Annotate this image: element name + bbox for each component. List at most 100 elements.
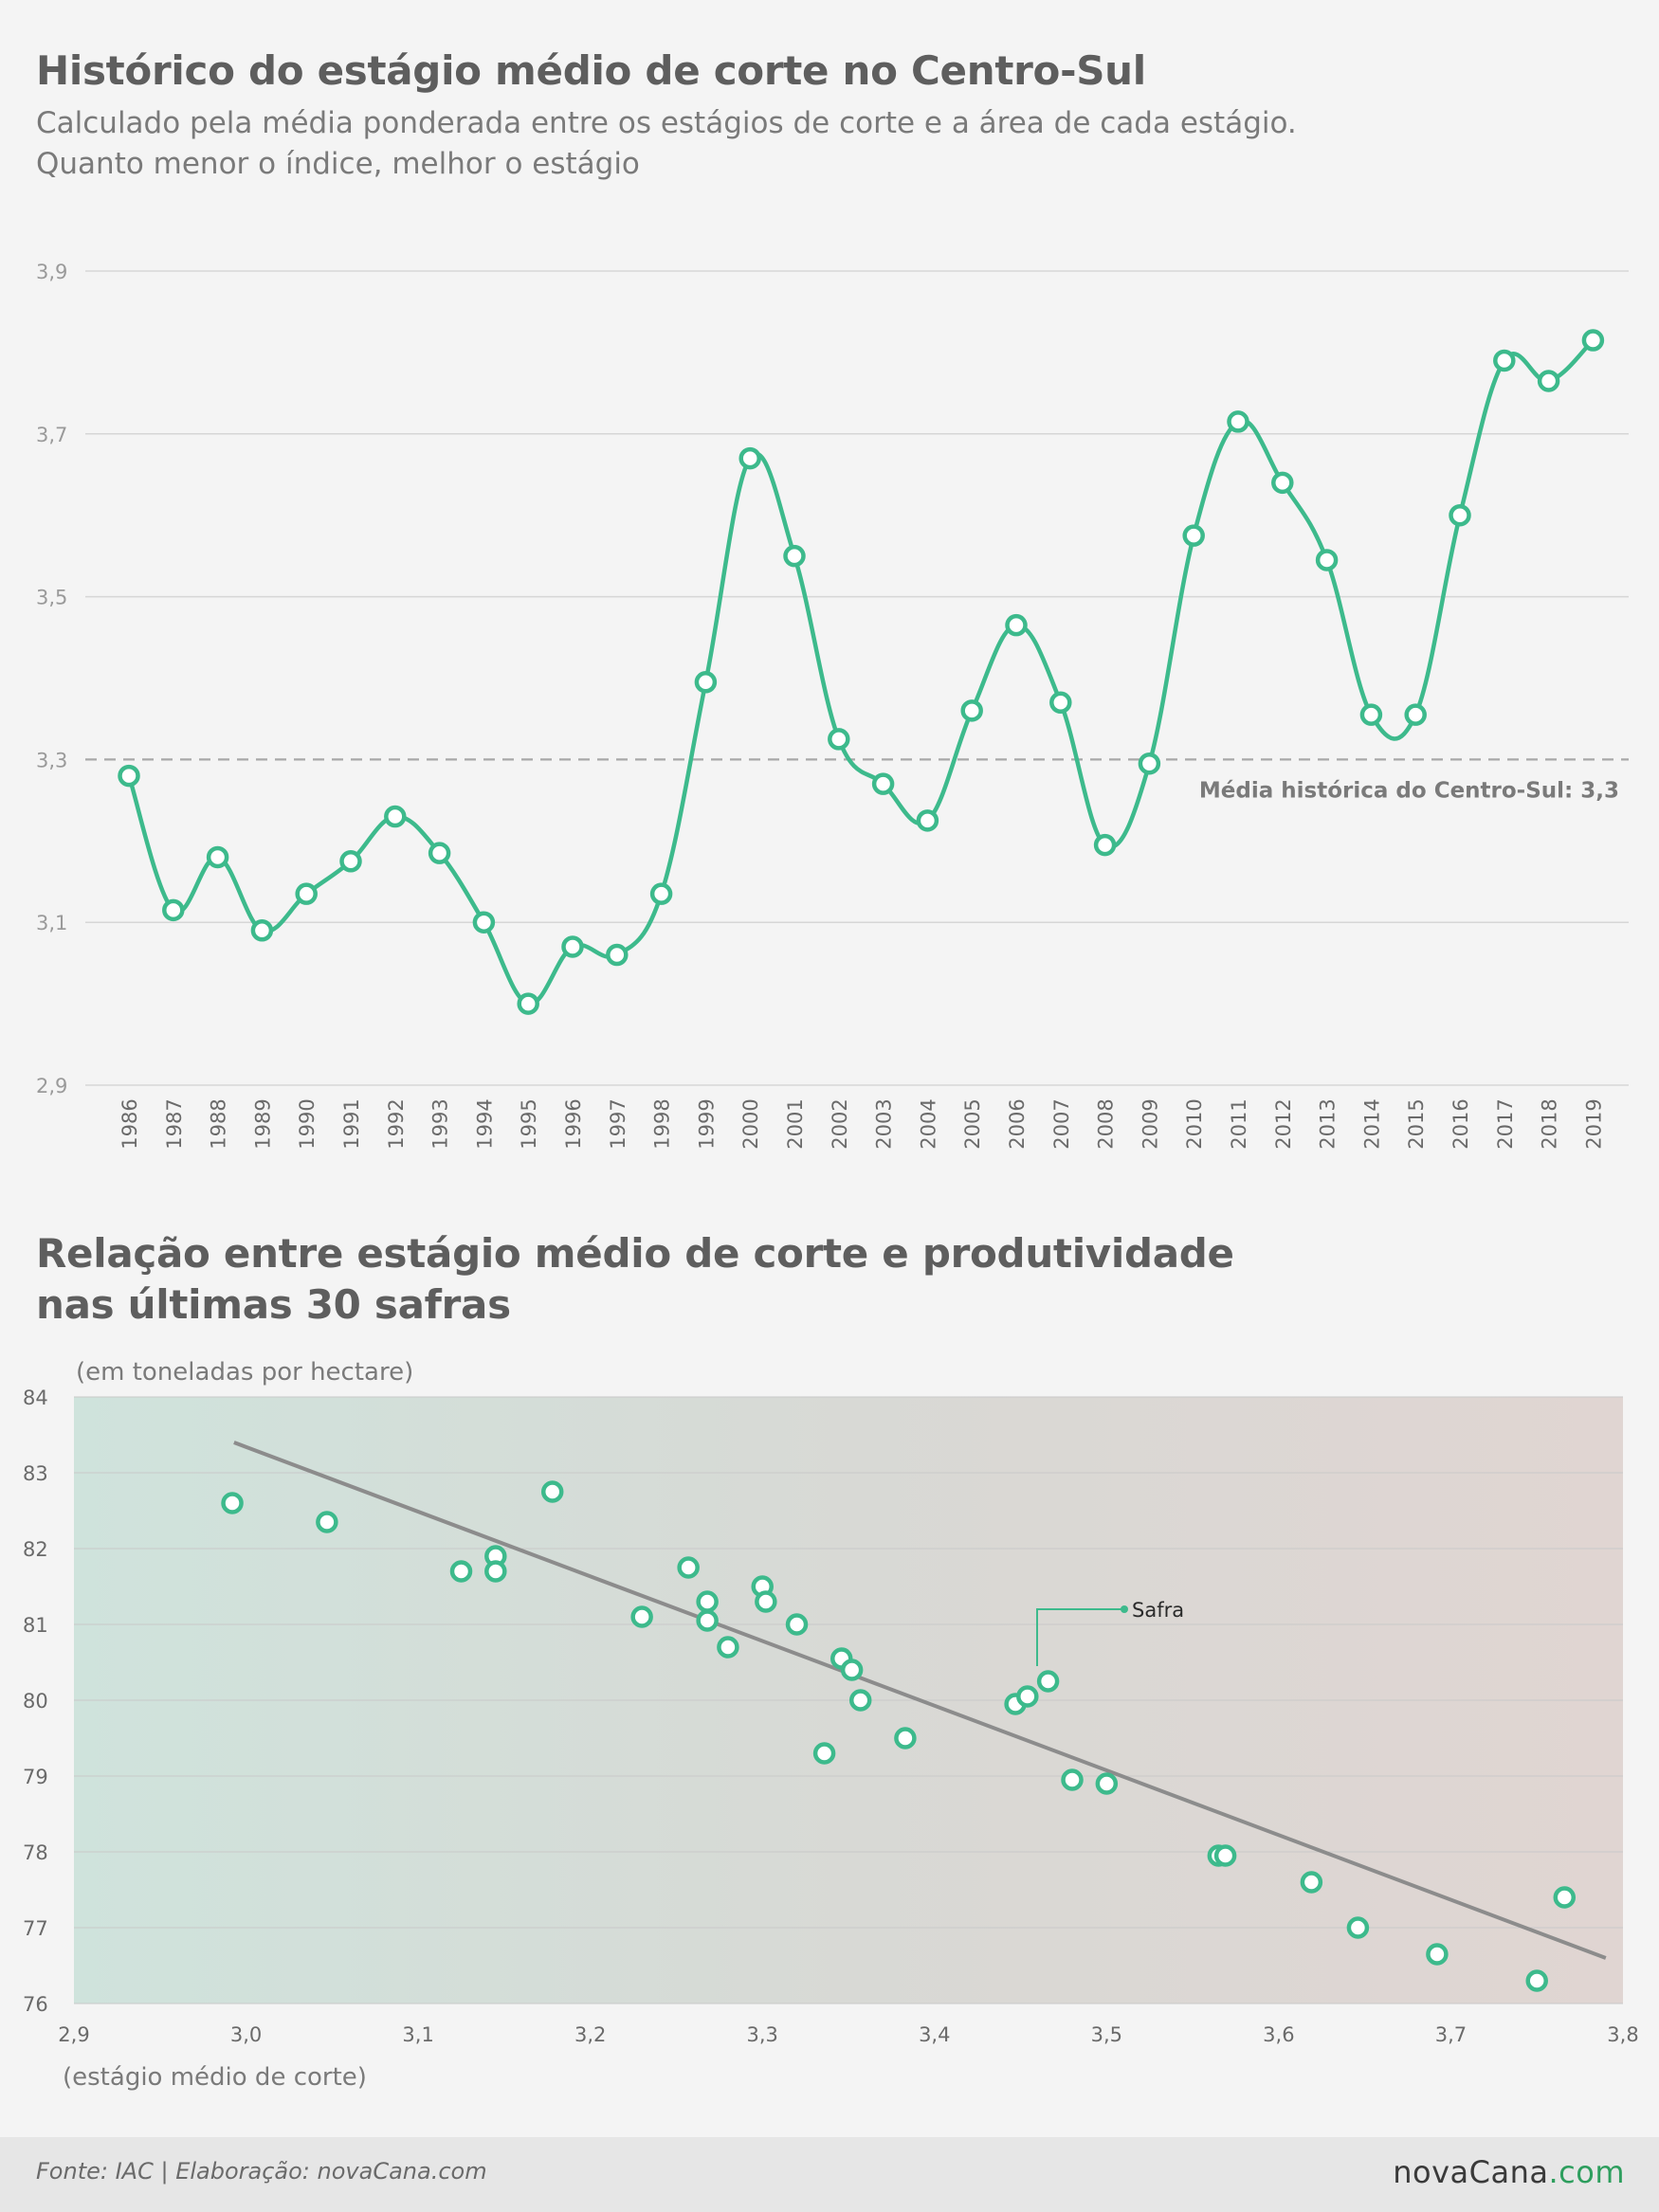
- x-tick-label: 2019: [1582, 1098, 1605, 1149]
- y-tick-label: 83: [23, 1462, 48, 1485]
- x-tick-label: 3,3: [747, 2023, 778, 2046]
- x-tick-label: 3,4: [919, 2023, 950, 2046]
- data-point: [384, 805, 407, 828]
- data-point: [1404, 703, 1427, 726]
- x-tick-label: 2,9: [58, 2023, 89, 2046]
- x-tick-label: 1996: [562, 1098, 585, 1149]
- y-tick-label: 82: [23, 1538, 48, 1561]
- x-tick-label: 3,5: [1091, 2023, 1122, 2046]
- data-point: [1493, 349, 1516, 372]
- data-point: [1537, 370, 1560, 392]
- scatter-y-axis-label: (em toneladas por hectare): [76, 1358, 413, 1387]
- scatter-points: [221, 1480, 1577, 1992]
- data-point: [755, 1590, 777, 1613]
- x-tick-label: 1997: [607, 1098, 629, 1149]
- data-point: [1016, 1685, 1039, 1708]
- line-chart: 2,93,13,33,53,73,9 1986 1987 1988 1989 1990 1…: [36, 261, 1629, 1150]
- data-point: [960, 699, 983, 722]
- data-point: [1359, 703, 1383, 726]
- data-point: [1005, 613, 1028, 637]
- x-tick-label: 1993: [429, 1098, 452, 1149]
- y-tick-label: 79: [23, 1766, 48, 1788]
- y-tick-label: 3,5: [36, 587, 67, 609]
- y-tick-label: 77: [23, 1917, 48, 1940]
- data-point: [1449, 503, 1471, 527]
- x-tick-label: 2003: [873, 1098, 896, 1149]
- x-tick-label: 2007: [1050, 1098, 1073, 1149]
- x-tick-label: 1994: [473, 1098, 496, 1149]
- x-tick-label: 1989: [251, 1098, 274, 1149]
- data-point: [428, 842, 451, 864]
- data-point: [694, 671, 718, 694]
- y-tick-label: 78: [23, 1841, 48, 1864]
- x-tick-label: 2013: [1317, 1098, 1340, 1149]
- data-point: [783, 544, 806, 568]
- novacana-logo[interactable]: novaCana.com: [1393, 2154, 1625, 2190]
- logo-prefix: nova: [1393, 2154, 1469, 2190]
- data-point: [1036, 1670, 1060, 1693]
- x-tick-label: 2011: [1228, 1098, 1250, 1149]
- average-reference-label: Média histórica do Centro-Sul: 3,3: [1199, 778, 1619, 803]
- data-point: [1346, 1916, 1370, 1939]
- data-point: [484, 1560, 507, 1583]
- data-point: [1093, 833, 1117, 857]
- data-point: [606, 943, 629, 967]
- safra-annotation-dot: [1121, 1605, 1128, 1613]
- data-point: [785, 1613, 809, 1636]
- data-point: [1182, 524, 1205, 547]
- data-point: [738, 446, 761, 470]
- data-point: [1581, 329, 1605, 352]
- data-point: [1300, 1871, 1323, 1894]
- x-tick-label: 1991: [340, 1098, 363, 1149]
- data-point: [221, 1492, 244, 1514]
- scatter-x-axis-label: (estágio médio de corte): [63, 2063, 367, 2092]
- data-point: [840, 1659, 864, 1681]
- data-point: [812, 1742, 836, 1765]
- data-point: [339, 850, 362, 873]
- data-point: [540, 1480, 564, 1503]
- line-chart-y-ticks: 2,9 3,1 3,3 3,5 3,7 3,9: [36, 261, 67, 1097]
- data-point: [1271, 471, 1294, 495]
- logo-suffix: .com: [1548, 2154, 1625, 2190]
- data-point: [916, 809, 939, 832]
- x-tick-label: 3,0: [230, 2023, 262, 2046]
- data-point: [828, 728, 850, 751]
- chart1-title: Histórico do estágio médio de corte no C…: [36, 47, 1146, 94]
- chart2-title-line1: Relação entre estágio médio de corte e p…: [36, 1230, 1234, 1277]
- data-point: [1095, 1772, 1119, 1795]
- x-tick-label: 1999: [695, 1098, 718, 1149]
- x-tick-label: 3,1: [402, 2023, 433, 2046]
- x-tick-label: 3,6: [1263, 2023, 1294, 2046]
- x-tick-label: 1995: [518, 1098, 540, 1149]
- line-chart-grid: [85, 270, 1629, 1086]
- data-point: [1525, 1969, 1548, 1992]
- x-tick-label: 2005: [961, 1098, 984, 1149]
- x-tick-label: 1992: [385, 1098, 408, 1149]
- x-tick-label: 2018: [1539, 1098, 1561, 1149]
- footer: Fonte: IAC | Elaboração: novaCana.com no…: [0, 2137, 1659, 2212]
- x-tick-label: 1988: [208, 1098, 230, 1149]
- x-tick-label: 3,7: [1435, 2023, 1467, 2046]
- data-point: [649, 882, 673, 905]
- x-tick-label: 2008: [1095, 1098, 1118, 1149]
- scatter-chart: 76 77 78 79 80 81 82 83 84 2,9 3,0 3,1 3,2 3,3 3,4 3,5…: [23, 1358, 1639, 2092]
- data-point: [1213, 1844, 1237, 1867]
- x-tick-label: 1986: [118, 1098, 141, 1149]
- x-tick-label: 3,2: [574, 2023, 606, 2046]
- data-point: [162, 898, 185, 922]
- x-tick-label: 2000: [739, 1098, 762, 1149]
- x-tick-label: 2016: [1449, 1098, 1472, 1149]
- data-point: [449, 1560, 473, 1583]
- data-point: [250, 919, 274, 942]
- x-tick-label: 2006: [1006, 1098, 1029, 1149]
- source-credit: Fonte: IAC | Elaboração: novaCana.com: [36, 2158, 487, 2185]
- x-tick-label: 2010: [1183, 1098, 1206, 1149]
- y-tick-label: 81: [23, 1614, 48, 1637]
- safra-annotation-label: Safra: [1132, 1599, 1184, 1622]
- line-chart-x-ticks: 1986 1987 1988 1989 1990 1991 1992 1993 1994 1995…: [118, 1098, 1605, 1149]
- y-tick-label: 3,1: [36, 912, 67, 934]
- scatter-x-ticks: 2,9 3,0 3,1 3,2 3,3 3,4 3,5 3,6 3,7 3,8: [58, 2023, 1638, 2046]
- data-point: [295, 882, 318, 905]
- x-tick-label: 2015: [1405, 1098, 1428, 1149]
- data-point: [1049, 691, 1072, 715]
